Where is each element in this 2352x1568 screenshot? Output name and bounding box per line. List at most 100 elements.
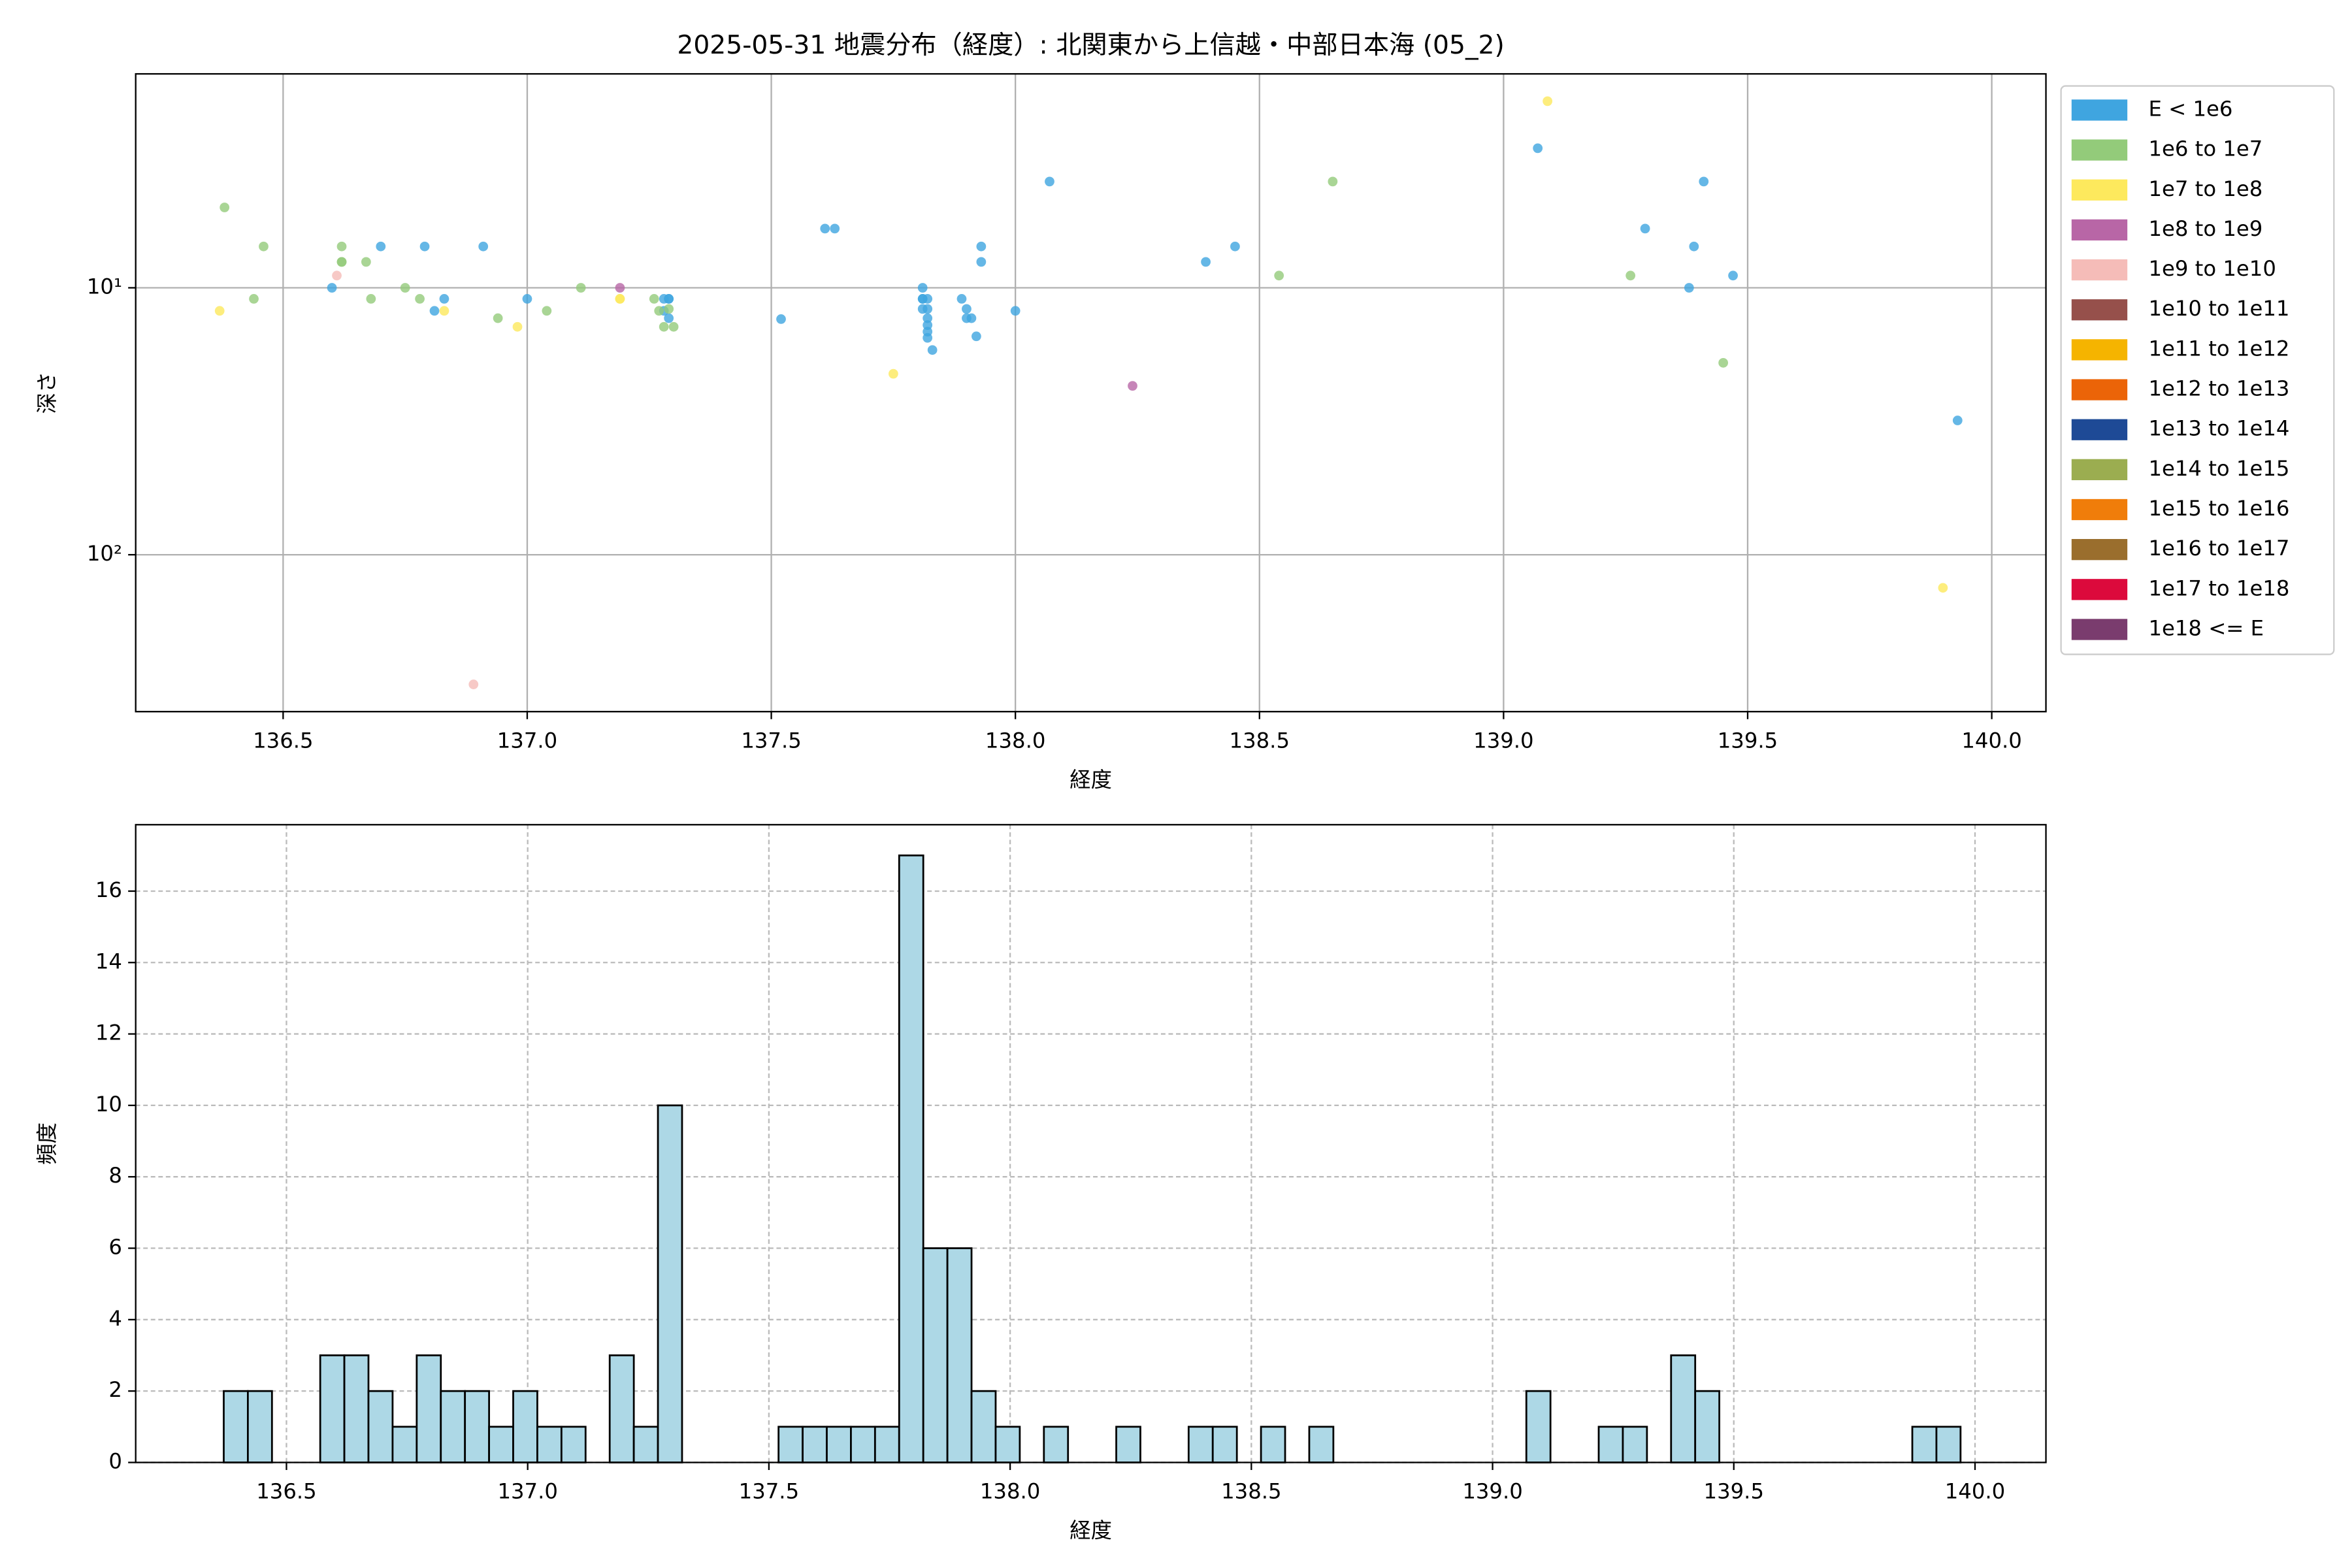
bar — [632, 1426, 659, 1463]
x-tick-label: 140.0 — [1945, 1479, 2005, 1504]
point — [923, 294, 933, 304]
x-tick-label: 139.0 — [1473, 728, 1533, 753]
point — [1689, 241, 1699, 252]
legend-swatch — [2071, 139, 2128, 161]
bar — [970, 1390, 997, 1463]
point — [478, 241, 489, 252]
point — [576, 283, 586, 293]
legend-label: E < 1e6 — [2148, 96, 2232, 121]
point — [923, 304, 933, 314]
point — [468, 679, 479, 689]
point — [429, 306, 440, 316]
legend-swatch — [2071, 339, 2128, 361]
legend-label: 1e10 to 1e11 — [2148, 296, 2289, 321]
point — [927, 345, 938, 355]
bar — [826, 1426, 852, 1463]
point — [1045, 176, 1054, 187]
bar — [1260, 1426, 1286, 1463]
legend-swatch — [2071, 579, 2128, 600]
point — [664, 294, 674, 304]
x-tick-label: 139.5 — [1704, 1479, 1764, 1504]
bar — [1115, 1426, 1141, 1463]
point — [366, 294, 376, 304]
bar — [536, 1426, 563, 1463]
y-tick-label: 8 — [108, 1163, 122, 1188]
x-tick-label: 136.5 — [256, 1479, 316, 1504]
point — [976, 257, 987, 267]
bar — [343, 1354, 370, 1463]
point — [664, 304, 674, 314]
x-tick-label: 138.0 — [985, 728, 1045, 753]
point — [419, 241, 430, 252]
bar — [657, 1104, 683, 1463]
point — [1010, 306, 1021, 316]
x-axis-label: 経度 — [1070, 767, 1112, 792]
legend-swatch — [2071, 379, 2128, 400]
legend-swatch — [2071, 99, 2128, 121]
legend-label: 1e7 to 1e8 — [2148, 176, 2262, 201]
bar — [898, 854, 924, 1463]
point — [220, 203, 230, 212]
point — [888, 368, 898, 379]
bar — [1043, 1426, 1070, 1463]
y-tick-label: 14 — [95, 949, 122, 973]
x-tick-label: 137.5 — [741, 728, 801, 753]
bar — [802, 1426, 828, 1463]
legend-label: 1e12 to 1e13 — [2148, 376, 2289, 401]
legend-swatch — [2071, 299, 2128, 321]
bar — [1935, 1426, 1962, 1463]
x-tick-label: 138.5 — [1221, 1479, 1281, 1504]
point — [1952, 416, 1963, 425]
axes-frame — [135, 824, 2047, 1463]
bar — [922, 1247, 949, 1463]
point — [830, 223, 840, 234]
bar — [223, 1390, 249, 1463]
point — [214, 306, 225, 316]
y-tick-label: 10 — [95, 1092, 122, 1117]
point — [439, 306, 449, 316]
bar — [1525, 1390, 1552, 1463]
point — [376, 241, 386, 252]
point — [962, 304, 972, 314]
point — [1328, 176, 1338, 187]
point — [327, 283, 337, 293]
point — [776, 314, 786, 324]
point — [361, 257, 371, 267]
bar — [391, 1426, 418, 1463]
y-tick-label: 4 — [108, 1306, 122, 1331]
point — [1640, 223, 1650, 234]
point — [668, 321, 679, 332]
bar — [1694, 1390, 1721, 1463]
legend-swatch — [2071, 498, 2128, 521]
bar — [850, 1426, 876, 1463]
legend-label: 1e6 to 1e7 — [2148, 137, 2262, 161]
bar — [367, 1390, 394, 1463]
y-axis-label: 深さ — [35, 372, 59, 414]
bar — [608, 1354, 635, 1463]
point — [1938, 583, 1948, 593]
point — [439, 294, 449, 304]
bar — [1911, 1426, 1938, 1463]
legend-swatch — [2071, 179, 2128, 201]
bar — [946, 1247, 973, 1463]
point — [615, 294, 625, 304]
y-tick-label: 12 — [95, 1021, 122, 1045]
legend-box — [2060, 85, 2335, 655]
point — [820, 223, 830, 234]
point — [1699, 176, 1709, 187]
legend-swatch — [2071, 539, 2128, 561]
point — [493, 313, 503, 323]
point — [923, 313, 933, 323]
point — [917, 283, 928, 293]
point — [664, 313, 674, 323]
bar — [777, 1426, 804, 1463]
y-tick-label: 6 — [108, 1235, 122, 1260]
bar — [1622, 1426, 1648, 1463]
bar — [416, 1354, 442, 1463]
chart-title: 2025-05-31 地震分布（経度）: 北関東から上信越・中部日本海 (05_… — [677, 31, 1504, 60]
y-tick-label: 2 — [108, 1377, 122, 1402]
y-tick-label: 10¹ — [87, 274, 122, 299]
point — [1684, 283, 1694, 293]
legend-swatch — [2071, 459, 2128, 480]
